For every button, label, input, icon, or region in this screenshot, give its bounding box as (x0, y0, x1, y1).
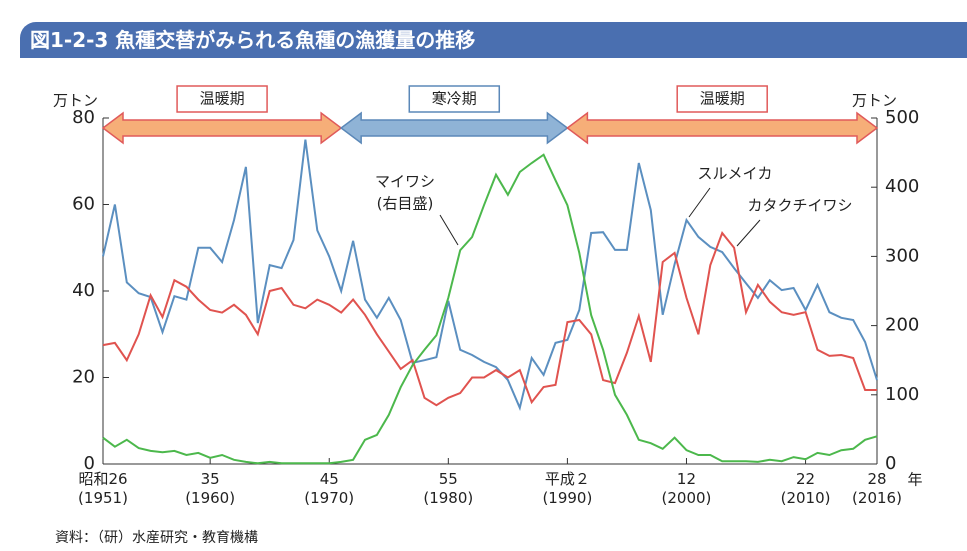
y2-axis-label: 万トン (852, 92, 897, 110)
y2-tick-label: 0 (885, 453, 896, 474)
y2-tick-label: 100 (885, 384, 919, 405)
series-label: マイワシ (375, 173, 435, 191)
period-label: 温暖期 (200, 90, 245, 108)
y-tick-label: 80 (72, 107, 95, 128)
y-tick-label: 20 (72, 367, 95, 388)
x-tick-label: 35 (1960) (185, 470, 236, 507)
y2-tick-label: 400 (885, 176, 919, 197)
period-label: 寒冷期 (432, 90, 477, 108)
title-banner (20, 22, 967, 58)
series-line (102, 139, 878, 411)
series-label: スルメイカ (697, 165, 772, 183)
y-tick-label: 60 (72, 194, 95, 215)
leader-line (736, 219, 761, 247)
leader-line (688, 187, 711, 218)
x-axis-label: 年 (907, 471, 922, 489)
x-tick-label: 昭和26 (1951) (78, 470, 128, 507)
leader-line (439, 214, 459, 246)
x-tick-label: 55 (1980) (423, 470, 474, 507)
period-arrow (566, 111, 879, 145)
source-note: 資料：（研）水産研究・教育機構 (55, 530, 258, 546)
series-line (102, 230, 877, 407)
y2-tick-label: 500 (885, 107, 919, 128)
annotation: (右目盛) (377, 195, 434, 213)
period-arrow (101, 111, 343, 145)
period-label-box (176, 85, 268, 113)
y-tick-label: 0 (84, 453, 95, 474)
period-label-box (676, 85, 768, 113)
x-tick-label: 22 (2010) (780, 470, 831, 507)
y2-tick-label: 200 (885, 315, 919, 336)
chart-title: 図1-2-3 魚種交替がみられる魚種の漁獲量の推移 (30, 28, 476, 52)
series-label: カタクチイワシ (747, 197, 852, 215)
y-axis-label: 万トン (53, 92, 98, 110)
period-arrow (339, 111, 569, 145)
period-label-box (408, 85, 501, 113)
x-tick-label: 28 (2016) (852, 470, 902, 507)
y-tick-label: 40 (72, 280, 95, 301)
x-tick-label: 45 (1970) (304, 470, 355, 507)
series-line (102, 153, 878, 465)
x-tick-label: 12 (2000) (661, 470, 712, 507)
x-tick-label: 平成２ (1990) (542, 470, 593, 507)
y2-tick-label: 300 (885, 245, 919, 266)
period-label: 温暖期 (700, 90, 745, 108)
